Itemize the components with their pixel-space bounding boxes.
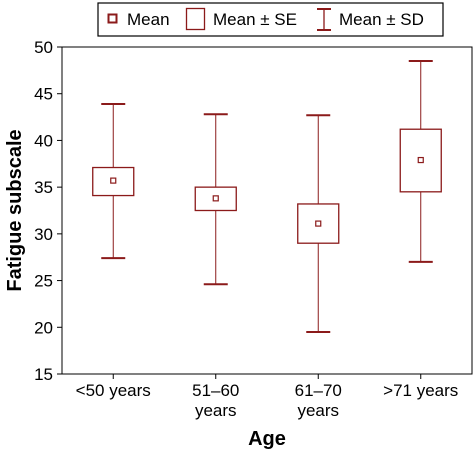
data-marks (92, 60, 442, 333)
y-tick-label: 30 (34, 225, 53, 244)
box-group (399, 60, 442, 263)
y-tick-label: 45 (34, 85, 53, 104)
y-axis-label: Fatigue subscale (4, 129, 26, 291)
box-group (92, 102, 135, 260)
legend-label-se: Mean ± SE (213, 10, 297, 29)
legend-box (97, 2, 444, 37)
plot-frame (61, 46, 473, 375)
y-axis: 15 20 25 30 35 40 45 50 (34, 38, 62, 384)
legend: Mean Mean ± SE Mean ± SD (97, 2, 444, 37)
y-tick-label: 20 (34, 318, 53, 337)
x-tick-label: 61–70 (295, 381, 342, 400)
box-group (297, 114, 340, 333)
y-tick-label: 35 (34, 178, 53, 197)
whisker-icon (317, 8, 331, 31)
mean-marker (417, 156, 424, 164)
x-tick-label: 51–60 (192, 381, 239, 400)
y-tick-label: 40 (34, 131, 53, 150)
mean-marker (212, 195, 219, 202)
x-tick-label: <50 years (76, 381, 151, 400)
x-tick-label: years (195, 401, 237, 420)
x-tick-label: years (297, 401, 339, 420)
mean-marker (315, 220, 322, 227)
box-icon (185, 7, 206, 31)
box-group (194, 113, 237, 286)
legend-label-sd: Mean ± SD (339, 10, 424, 29)
legend-label-mean: Mean (127, 10, 170, 29)
y-tick-label: 25 (34, 272, 53, 291)
y-tick-label: 15 (34, 365, 53, 384)
mean-marker-icon (107, 13, 118, 24)
mean-marker (110, 177, 117, 184)
y-tick-label: 50 (34, 38, 53, 57)
x-tick-label: >71 years (383, 381, 458, 400)
x-axis-label: Age (248, 428, 286, 450)
